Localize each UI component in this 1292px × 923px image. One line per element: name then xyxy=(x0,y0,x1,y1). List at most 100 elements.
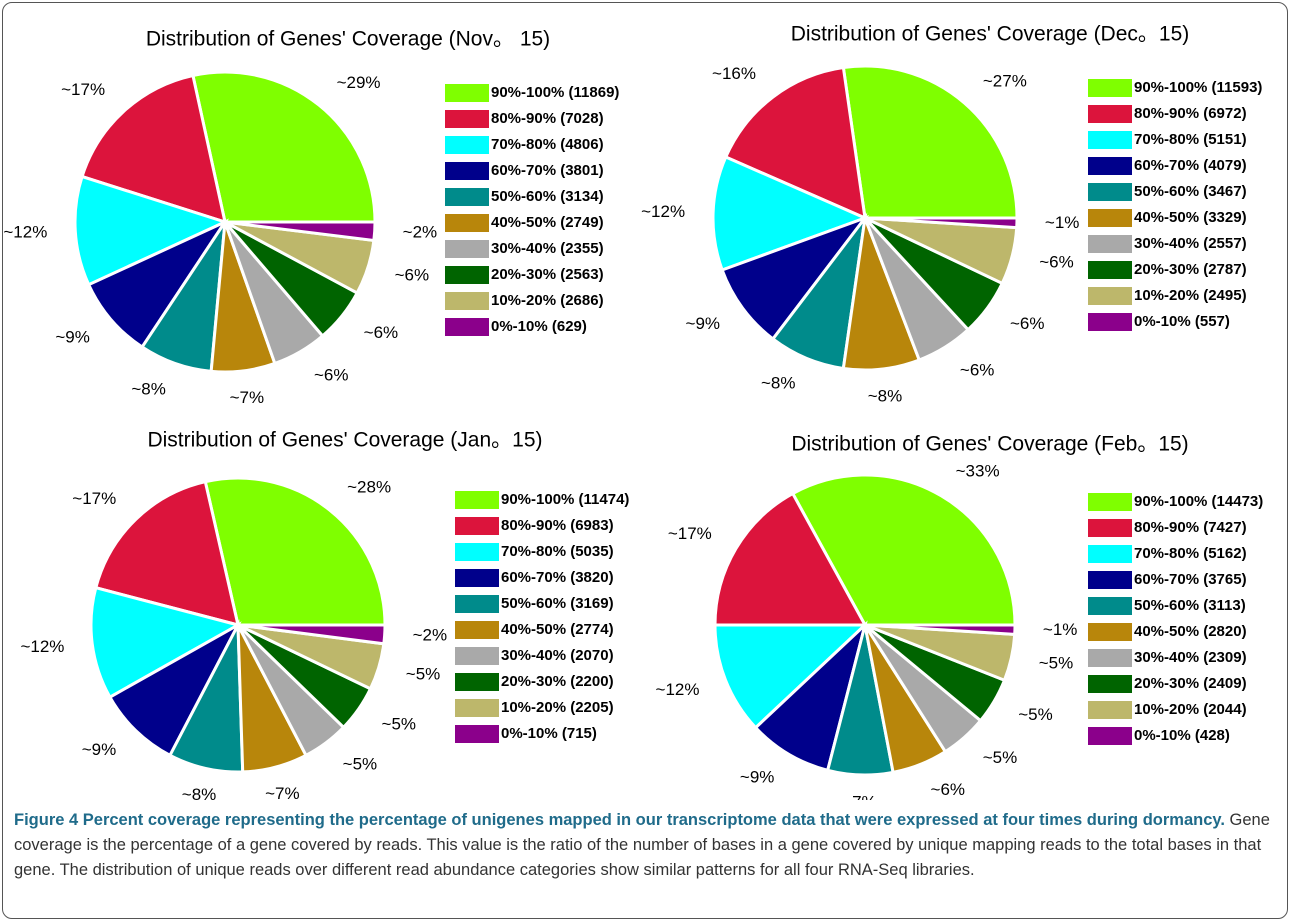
slice-label: ~9% xyxy=(82,740,117,759)
slice-label: ~7% xyxy=(230,388,265,407)
legend-swatch xyxy=(1088,701,1132,719)
slice-label: ~27% xyxy=(983,71,1027,90)
legend-swatch xyxy=(455,543,499,561)
chart-title: Distribution of Genes' Coverage (Feb。15) xyxy=(791,433,1188,456)
legend-label: 40%-50% (3329) xyxy=(1134,209,1247,226)
slice-label: ~9% xyxy=(55,327,90,346)
slice-label: ~7% xyxy=(265,784,300,800)
pie-slice xyxy=(720,214,870,342)
legend-swatch xyxy=(1088,597,1132,615)
legend-swatch xyxy=(455,673,499,691)
legend-label: 60%-70% (3820) xyxy=(501,569,614,586)
caption-text: Gene coverage is the percentage of a gen… xyxy=(14,811,1270,879)
charts: Distribution of Genes' Coverage (Nov。 15… xyxy=(3,23,1263,800)
caption-label: Figure 4 Percent coverage representing t… xyxy=(14,811,1225,829)
slice-label: ~9% xyxy=(740,768,775,787)
pie-slice xyxy=(203,476,387,627)
slice-label: ~12% xyxy=(641,202,685,221)
legend-label: 0%-10% (428) xyxy=(1134,727,1230,744)
legend-swatch xyxy=(1088,183,1132,201)
legend-swatch xyxy=(445,136,489,154)
slice-label: ~5% xyxy=(406,664,441,683)
legend-swatch xyxy=(455,699,499,717)
legend-label: 60%-70% (3765) xyxy=(1134,571,1247,588)
slice-label: ~5% xyxy=(343,755,378,774)
pie-slice xyxy=(713,623,869,730)
legend-label: 50%-60% (3169) xyxy=(501,595,614,612)
legend-label: 40%-50% (2749) xyxy=(491,214,604,231)
legend-swatch xyxy=(445,240,489,258)
legend-label: 0%-10% (629) xyxy=(491,318,587,335)
slice-label: ~8% xyxy=(868,386,903,405)
legend-label: 80%-90% (7028) xyxy=(491,110,604,127)
legend-swatch xyxy=(445,110,489,128)
legend-swatch xyxy=(455,491,499,509)
legend-label: 10%-20% (2686) xyxy=(491,292,604,309)
legend-label: 90%-100% (14473) xyxy=(1134,493,1263,510)
legend-swatch xyxy=(1088,675,1132,693)
chart-title: Distribution of Genes' Coverage (Jan。15) xyxy=(147,429,542,452)
slice-label: ~2% xyxy=(403,222,438,241)
slice-label: ~17% xyxy=(61,80,105,99)
legend-label: 10%-20% (2044) xyxy=(1134,701,1247,718)
legend-label: 80%-90% (7427) xyxy=(1134,519,1247,536)
legend-label: 80%-90% (6972) xyxy=(1134,105,1247,122)
legend-swatch xyxy=(1088,623,1132,641)
slice-label: ~5% xyxy=(1039,653,1074,672)
legend-label: 50%-60% (3467) xyxy=(1134,183,1247,200)
legend-swatch xyxy=(445,84,489,102)
legend-swatch xyxy=(1088,571,1132,589)
legend-label: 30%-40% (2355) xyxy=(491,240,604,257)
legend-label: 40%-50% (2820) xyxy=(1134,623,1247,640)
legend-label: 60%-70% (4079) xyxy=(1134,157,1247,174)
legend-label: 10%-20% (2495) xyxy=(1134,287,1247,304)
slice-label: ~33% xyxy=(956,461,1000,480)
slice-label: ~5% xyxy=(382,715,417,734)
pie-slice xyxy=(790,473,1017,627)
legend-swatch xyxy=(445,266,489,284)
slice-label: ~6% xyxy=(1010,314,1045,333)
legend-label: 40%-50% (2774) xyxy=(501,621,614,638)
legend-swatch xyxy=(1088,727,1132,745)
legend-swatch xyxy=(455,517,499,535)
slice-label: ~1% xyxy=(1043,620,1078,639)
pie-slice xyxy=(753,620,868,773)
pie-slice xyxy=(864,216,1019,230)
legend-swatch xyxy=(445,162,489,180)
legend-label: 30%-40% (2309) xyxy=(1134,649,1247,666)
legend-label: 70%-80% (5162) xyxy=(1134,545,1247,562)
pie-slice xyxy=(73,174,230,287)
caption: Figure 4 Percent coverage representing t… xyxy=(14,808,1276,883)
legend-swatch xyxy=(1088,261,1132,279)
slice-label: ~29% xyxy=(337,73,381,92)
pie-slice xyxy=(723,65,867,221)
legend-label: 10%-20% (2205) xyxy=(501,699,614,716)
legend-swatch xyxy=(445,214,489,232)
slice-label: ~16% xyxy=(712,64,756,83)
pie-slice xyxy=(89,585,242,700)
legend-swatch xyxy=(1088,287,1132,305)
slice-label: ~9% xyxy=(686,314,721,333)
slice-label: ~5% xyxy=(1018,705,1053,724)
slice-label: ~6% xyxy=(960,360,995,379)
slice-label: ~8% xyxy=(131,379,166,398)
legend-label: 0%-10% (557) xyxy=(1134,313,1230,330)
legend-swatch xyxy=(1088,209,1132,227)
pie-slice xyxy=(713,491,868,627)
pie-slice xyxy=(711,155,870,272)
legend-swatch xyxy=(445,188,489,206)
slice-label: ~2% xyxy=(413,626,448,645)
legend-label: 70%-80% (4806) xyxy=(491,136,604,153)
legend-label: 20%-30% (2200) xyxy=(501,673,614,690)
legend-swatch xyxy=(1088,79,1132,97)
slice-label: ~6% xyxy=(364,323,399,342)
legend-swatch xyxy=(1088,131,1132,149)
legend-swatch xyxy=(455,569,499,587)
slice-label: ~17% xyxy=(668,524,712,543)
slice-label: ~12% xyxy=(656,680,700,699)
legend-swatch xyxy=(1088,493,1132,511)
slice-label: ~6% xyxy=(314,366,349,385)
legend-label: 20%-30% (2563) xyxy=(491,266,604,283)
slice-label: ~28% xyxy=(347,478,391,497)
legend-swatch xyxy=(455,621,499,639)
